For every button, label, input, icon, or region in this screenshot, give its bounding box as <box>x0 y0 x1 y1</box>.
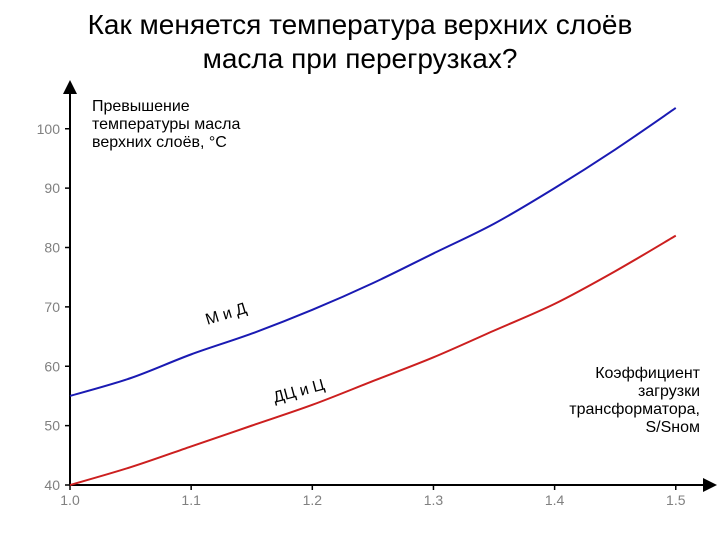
x-tick-label: 1.0 <box>60 492 80 508</box>
x-axis-title: Коэффициентзагрузкитрансформатора,S/Sном <box>569 365 700 436</box>
title-line-2: масла при перегрузках? <box>203 43 518 74</box>
y-tick-label: 60 <box>44 358 60 374</box>
y-tick-label: 50 <box>44 418 60 434</box>
line-chart: 4050607080901001.01.11.21.31.41.5М и ДДЦ… <box>0 75 720 525</box>
title-line-1: Как меняется температура верхних слоёв <box>88 9 633 40</box>
series-label: М и Д <box>204 300 249 329</box>
x-tick-label: 1.4 <box>545 492 565 508</box>
y-tick-label: 40 <box>44 477 60 493</box>
x-tick-label: 1.1 <box>181 492 201 508</box>
series-line <box>70 236 676 485</box>
y-tick-label: 80 <box>44 240 60 256</box>
chart-container: 4050607080901001.01.11.21.31.41.5М и ДДЦ… <box>0 75 720 525</box>
series-line <box>70 108 676 396</box>
chart-title: Как меняется температура верхних слоёв м… <box>0 0 720 75</box>
x-tick-label: 1.5 <box>666 492 686 508</box>
y-axis-title: Превышениетемпературы маславерхних слоёв… <box>92 98 240 151</box>
x-tick-label: 1.2 <box>303 492 323 508</box>
y-tick-label: 90 <box>44 180 60 196</box>
y-tick-label: 70 <box>44 299 60 315</box>
x-tick-label: 1.3 <box>424 492 444 508</box>
y-tick-label: 100 <box>37 121 61 137</box>
